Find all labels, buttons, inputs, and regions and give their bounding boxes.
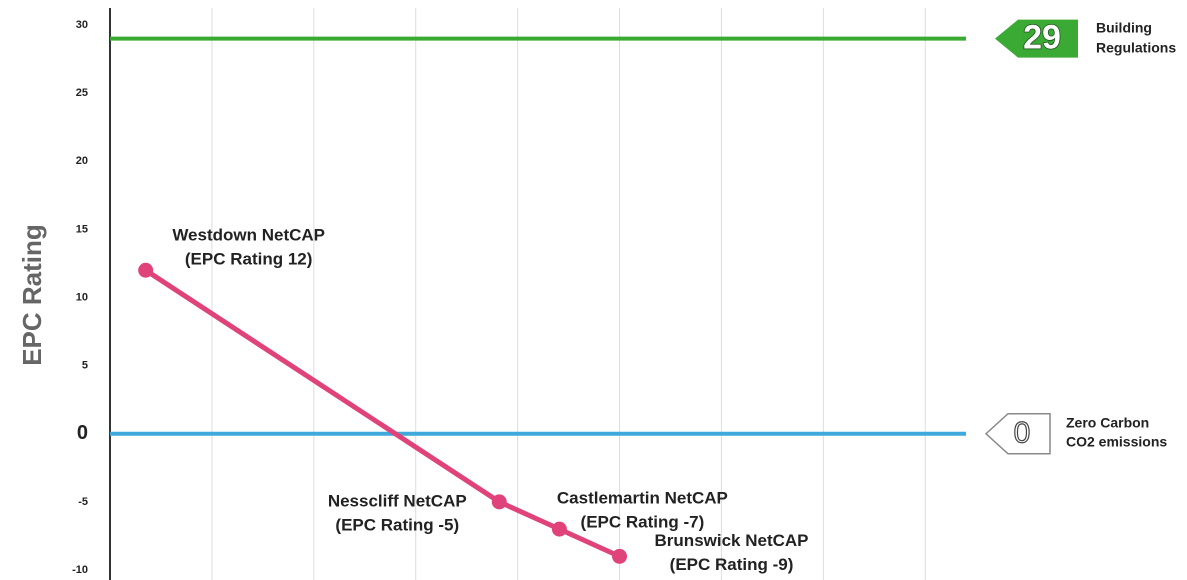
y-tick-label: 30 — [76, 19, 88, 31]
y-tick-label: 15 — [76, 223, 88, 235]
data-label: (EPC Rating -9) — [670, 555, 794, 574]
data-label: (EPC Rating 12) — [185, 250, 313, 269]
y-tick-label: -5 — [78, 496, 88, 508]
y-axis-title: EPC Rating — [17, 224, 47, 366]
data-point — [612, 548, 628, 564]
y-tick-label: -10 — [72, 564, 88, 576]
point-name: Westdown NetCAP — [172, 226, 325, 245]
point-name: Brunswick NetCAP — [655, 531, 809, 550]
y-tick-label: 20 — [76, 155, 88, 167]
series-line — [144, 268, 621, 559]
badge-value: 29 — [1023, 19, 1061, 57]
reference-label: Regulations — [1096, 39, 1176, 55]
badge — [995, 19, 1078, 58]
reference-label: Building — [1096, 19, 1152, 35]
y-tick-label: 10 — [76, 291, 88, 303]
y-tick-label: 25 — [76, 87, 88, 99]
point-name: Nesscliff NetCAP — [328, 491, 467, 510]
data-label: (EPC Rating -5) — [335, 515, 459, 534]
badge — [984, 413, 1051, 455]
reference-label: Zero Carbon — [1066, 414, 1149, 430]
badge-value: 0 — [1014, 417, 1031, 450]
data-point — [551, 521, 567, 537]
point-name: Castlemartin NetCAP — [557, 489, 728, 508]
data-point — [491, 494, 507, 510]
y-tick-label: 0 — [77, 422, 88, 444]
data-label: (EPC Rating -7) — [581, 513, 705, 532]
y-tick-label: 5 — [82, 360, 88, 372]
reference-label: CO2 emissions — [1066, 433, 1167, 449]
data-point — [138, 262, 154, 278]
